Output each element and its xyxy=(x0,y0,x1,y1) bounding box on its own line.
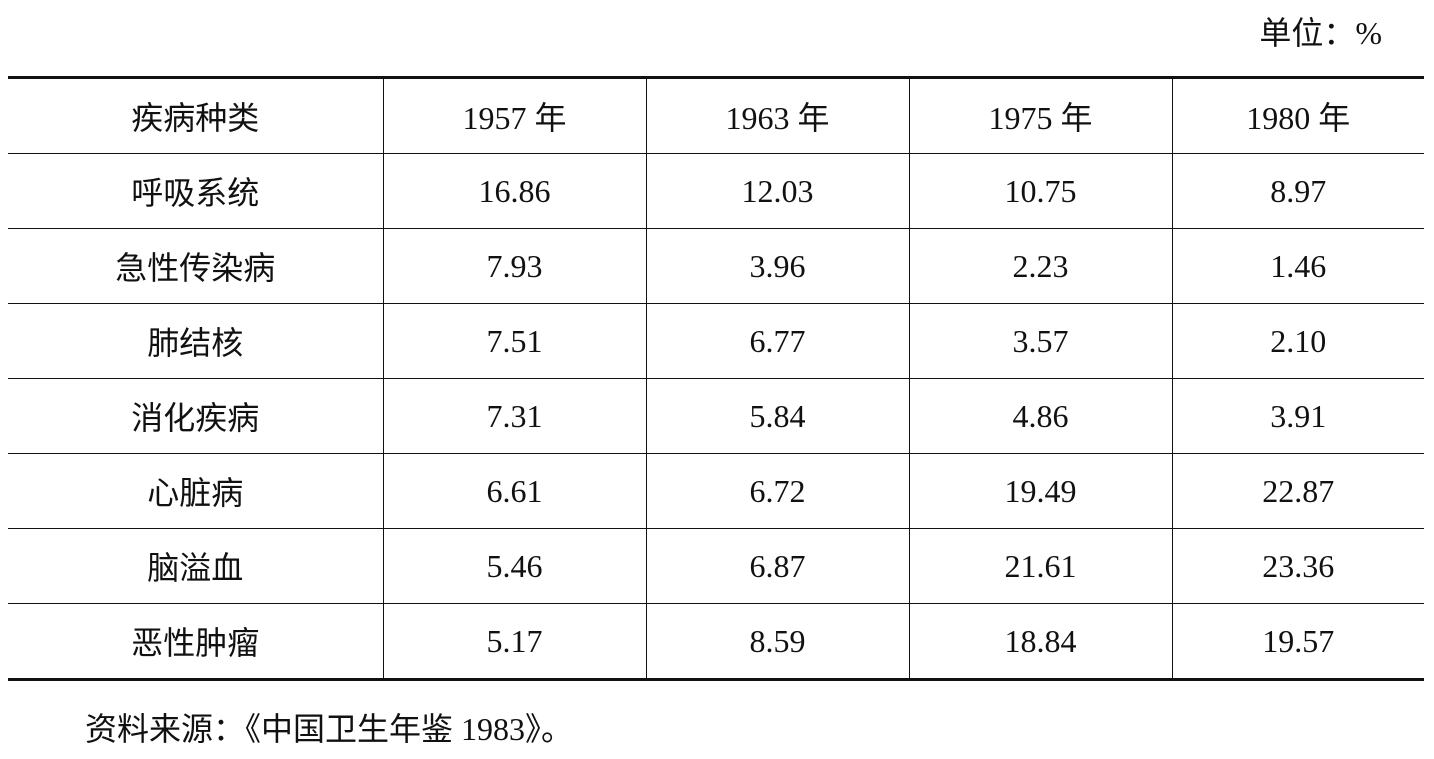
table-cell: 22.87 xyxy=(1171,453,1424,529)
table-row: 呼吸系统 16.86 12.03 10.75 8.97 xyxy=(8,153,1424,229)
row-label: 恶性肿瘤 xyxy=(8,603,383,680)
table-cell: 16.86 xyxy=(382,153,646,229)
table-row: 心脏病 6.61 6.72 19.49 22.87 xyxy=(8,453,1424,529)
table-cell: 18.84 xyxy=(908,603,1172,680)
data-table: 疾病种类 1957 年 1963 年 1975 年 1980 年呼吸系统 16.86 12.… xyxy=(8,76,1424,681)
header-cell: 1975 年 xyxy=(908,77,1172,154)
table-row: 脑溢血 5.46 6.87 21.61 23.36 xyxy=(8,528,1424,604)
table-cell: 3.96 xyxy=(645,228,909,304)
table-cell: 2.10 xyxy=(1171,303,1424,379)
table-cell: 6.77 xyxy=(645,303,909,379)
table-cell: 5.46 xyxy=(382,528,646,604)
header-cell: 1980 年 xyxy=(1171,77,1424,154)
table-row: 恶性肿瘤 5.17 8.59 18.84 19.57 xyxy=(8,603,1424,680)
table-body: 疾病种类 1957 年 1963 年 1975 年 1980 年呼吸系统 16.86 12.… xyxy=(8,77,1424,680)
table-row: 肺结核 7.51 6.77 3.57 2.10 xyxy=(8,303,1424,379)
table-cell: 6.61 xyxy=(382,453,646,529)
table-cell: 2.23 xyxy=(908,228,1172,304)
table-cell: 21.61 xyxy=(908,528,1172,604)
table-cell: 4.86 xyxy=(908,378,1172,454)
table-cell: 12.03 xyxy=(645,153,909,229)
table-cell: 6.72 xyxy=(645,453,909,529)
row-label: 心脏病 xyxy=(8,453,383,529)
row-label: 急性传染病 xyxy=(8,228,383,304)
row-label: 呼吸系统 xyxy=(8,153,383,229)
row-label: 肺结核 xyxy=(8,303,383,379)
table-cell: 7.93 xyxy=(382,228,646,304)
header-cell: 1957 年 xyxy=(382,77,646,154)
table-cell: 23.36 xyxy=(1171,528,1424,604)
header-cell: 疾病种类 xyxy=(131,100,260,136)
table-cell: 7.31 xyxy=(382,378,646,454)
table-cell: 19.57 xyxy=(1171,603,1424,680)
table-cell: 1.46 xyxy=(1171,228,1424,304)
table-cell: 7.51 xyxy=(382,303,646,379)
table-row: 急性传染病 7.93 3.96 2.23 1.46 xyxy=(8,228,1424,304)
unit-note: 单位：% xyxy=(1259,15,1382,51)
table-cell: 19.49 xyxy=(908,453,1172,529)
header-row: 疾病种类 1957 年 1963 年 1975 年 1980 年 xyxy=(8,77,1424,154)
table-cell: 8.97 xyxy=(1171,153,1424,229)
source-note: 资料来源：《中国卫生年鉴 1983》。 xyxy=(85,711,574,747)
table-cell: 5.84 xyxy=(645,378,909,454)
table-cell: 3.91 xyxy=(1171,378,1424,454)
table-cell: 3.57 xyxy=(908,303,1172,379)
header-cell: 1963 年 xyxy=(645,77,909,154)
table-cell: 8.59 xyxy=(645,603,909,680)
table-cell: 10.75 xyxy=(908,153,1172,229)
table-cell: 5.17 xyxy=(382,603,646,680)
table-cell: 6.87 xyxy=(645,528,909,604)
row-label: 消化疾病 xyxy=(8,378,383,454)
row-label: 脑溢血 xyxy=(8,528,383,604)
table-row: 消化疾病 7.31 5.84 4.86 3.91 xyxy=(8,378,1424,454)
